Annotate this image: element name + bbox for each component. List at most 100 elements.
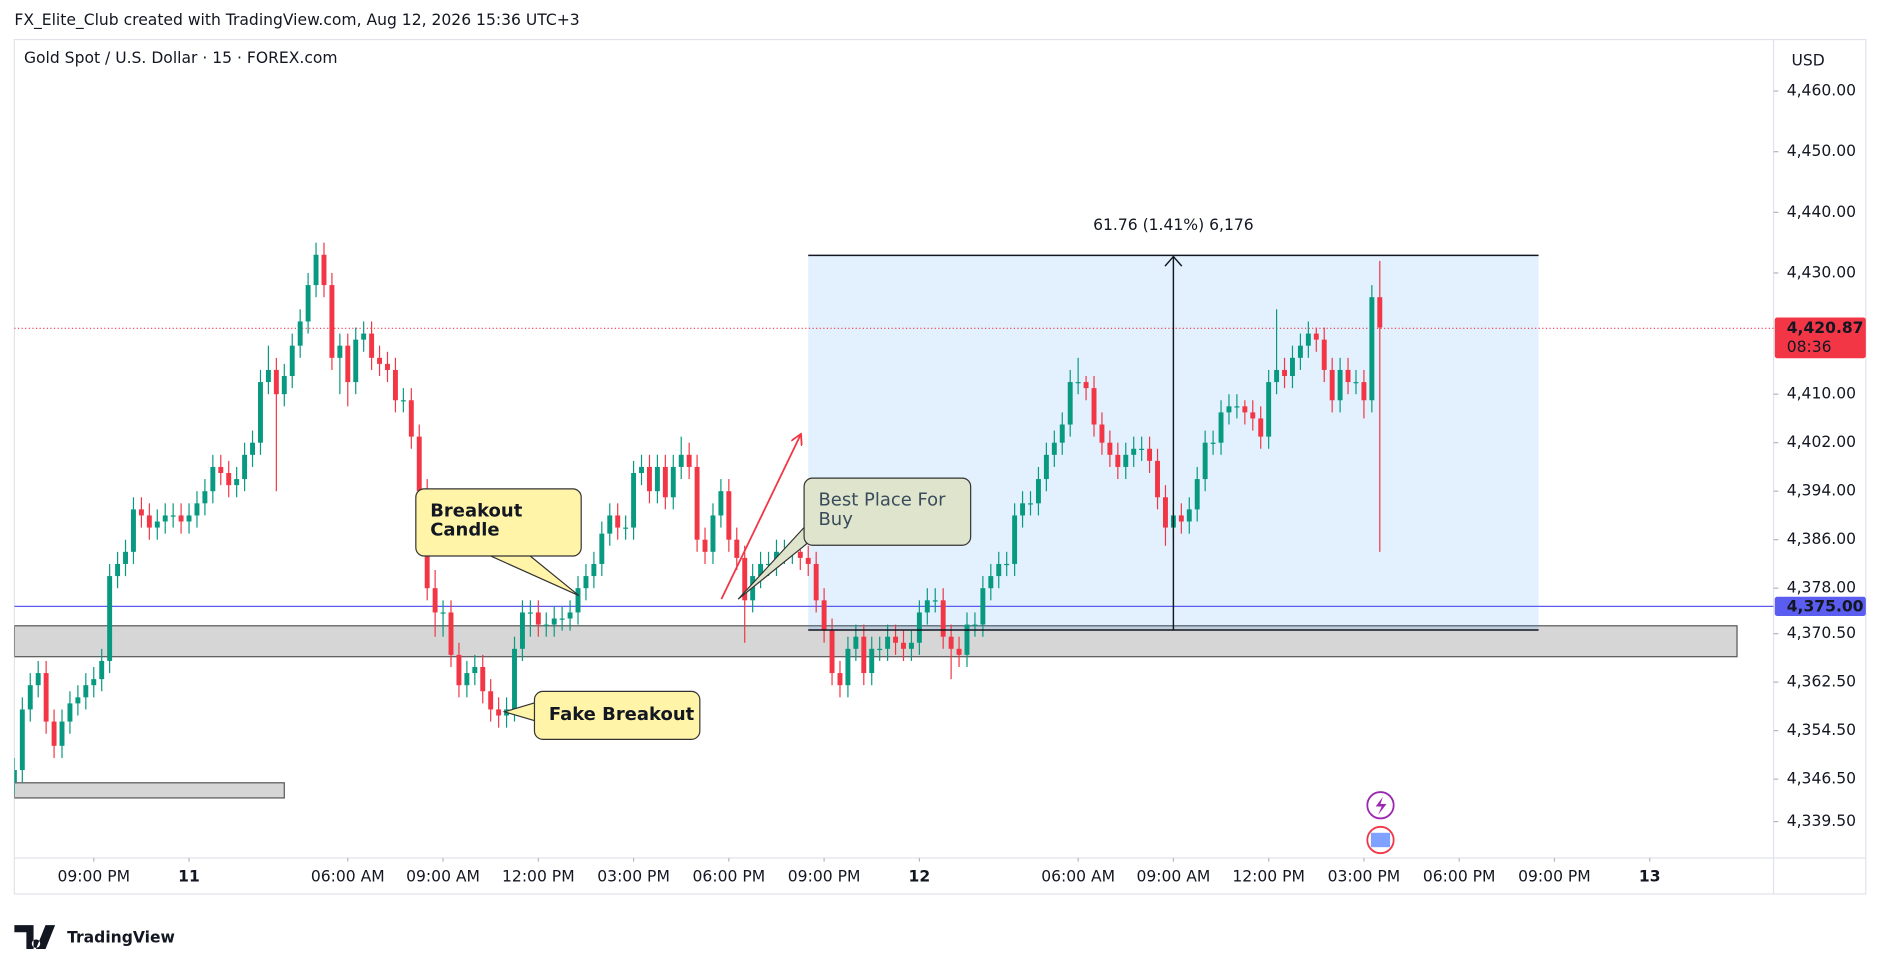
candle-body: [845, 648, 851, 686]
candle-body: [392, 369, 398, 401]
candle-body: [758, 563, 764, 577]
candle-body: [178, 515, 184, 522]
candle-body: [186, 515, 192, 522]
last-price-label: 4,420.87: [1787, 319, 1864, 337]
callout-box: [803, 477, 972, 546]
candle-body: [250, 442, 255, 455]
candle-body: [1337, 369, 1343, 401]
candle-body: [1210, 442, 1216, 444]
candle-body: [575, 588, 581, 613]
candle-body: [964, 624, 970, 655]
candle-body: [734, 539, 740, 558]
candle-body: [1194, 479, 1200, 510]
candle-body: [646, 466, 652, 492]
candle-body: [35, 673, 41, 686]
candle-body: [289, 345, 295, 377]
candle-body: [361, 333, 367, 340]
callout: Breakout Candle: [430, 499, 523, 541]
x-tick-label: 09:00 PM: [1518, 868, 1591, 886]
candle-body: [1162, 497, 1168, 528]
y-tick-label: 4,450.00: [1787, 142, 1856, 160]
candle-body: [67, 703, 73, 722]
y-tick-label: 4,362.50: [1787, 673, 1856, 691]
x-tick-label: 13: [1639, 868, 1661, 886]
callout-text: Breakout Candle: [430, 499, 523, 541]
candle-body: [14, 770, 17, 783]
candle-body: [1178, 515, 1184, 522]
candle-body: [623, 527, 629, 529]
candle-body: [559, 618, 565, 620]
candle-body: [591, 563, 597, 577]
x-tick-label: 12:00 PM: [502, 868, 575, 886]
x-tick-label: 12:00 PM: [1232, 868, 1305, 886]
candle-body: [234, 479, 240, 486]
candle-body: [654, 466, 660, 492]
candle-body: [980, 588, 986, 625]
candle-body: [440, 612, 446, 614]
candle-body: [1353, 382, 1359, 384]
candle-body: [59, 721, 65, 746]
attribution: FX_Elite_Club created with TradingView.c…: [14, 11, 579, 30]
candle-body: [1035, 479, 1041, 504]
y-tick-label: 4,410.00: [1787, 385, 1856, 403]
candle-body: [678, 454, 684, 467]
candle-body: [1075, 382, 1081, 384]
candle-body: [496, 709, 502, 716]
candle-body: [464, 673, 470, 686]
x-tick-label: 06:00 PM: [1423, 868, 1496, 886]
brand-name: TradingView: [67, 929, 175, 947]
x-tick-label: 03:00 PM: [1328, 868, 1401, 886]
candle-body: [273, 369, 279, 395]
callout-box: [533, 690, 701, 740]
candle-body: [1218, 412, 1224, 443]
candle-body: [996, 563, 1002, 577]
callout: Best Place For Buy: [818, 490, 945, 528]
candle-body: [512, 648, 517, 710]
zone: [14, 625, 1738, 658]
candle-body: [400, 400, 406, 402]
candle-body: [1186, 509, 1192, 522]
candle-body: [615, 515, 621, 528]
candle-body: [932, 600, 938, 602]
candle-body: [1313, 333, 1319, 340]
countdown-label: 08:36: [1787, 338, 1832, 356]
y-tick-label: 4,430.00: [1787, 263, 1856, 281]
candle-body: [1091, 388, 1097, 425]
candle-body: [893, 636, 899, 643]
candle-body: [51, 721, 57, 746]
candle-body: [813, 563, 819, 601]
y-tick-label: 4,378.00: [1787, 579, 1856, 597]
candle-body: [1266, 382, 1272, 437]
candle-body: [1250, 412, 1256, 419]
candle-body: [369, 333, 375, 358]
candle-body: [297, 321, 303, 346]
candle-body: [551, 618, 557, 625]
y-tick-label: 4,460.00: [1787, 82, 1856, 100]
horizontal-line-tag: [1774, 596, 1866, 616]
candle-body: [1020, 503, 1026, 516]
frame: [13, 38, 1867, 895]
candle-body: [1051, 442, 1057, 455]
candle-body: [1059, 424, 1065, 443]
brand-logo: [14, 925, 56, 950]
candle-body: [83, 685, 89, 698]
candle-body: [1377, 297, 1383, 328]
candle-body: [1139, 448, 1145, 450]
event-icon-glyph: [1370, 832, 1391, 848]
candle-body: [146, 515, 152, 528]
candle-body: [662, 466, 668, 498]
candle-body: [1242, 406, 1248, 413]
candle-body: [797, 551, 803, 558]
candle-body: [519, 612, 525, 649]
x-tick-label: 11: [178, 868, 200, 886]
candle-body: [670, 466, 676, 498]
candles: [14, 242, 1383, 795]
x-tick-label: 12: [909, 868, 931, 886]
candle-body: [1083, 382, 1089, 389]
y-tick-label: 4,394.00: [1787, 482, 1856, 500]
candle-body: [281, 376, 287, 395]
candle-body: [607, 515, 613, 534]
candle-body: [972, 624, 978, 626]
candle-body: [265, 369, 271, 383]
